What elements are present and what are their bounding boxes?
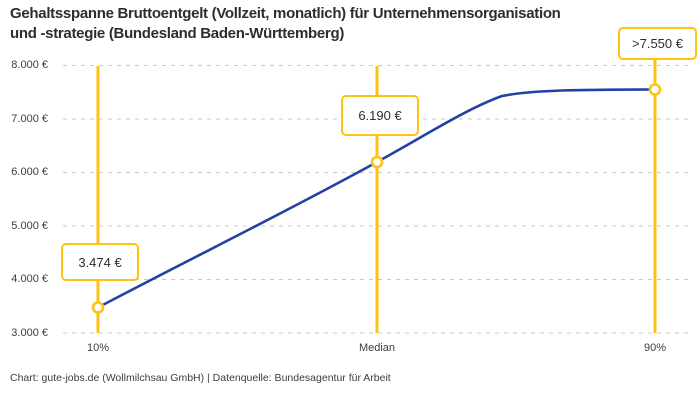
salary-curve [96,88,657,309]
x-tick-10pct: 10% [86,342,110,354]
data-point-10pct [91,301,105,314]
chart-source-attribution: Chart: gute-jobs.de (Wollmilchsau GmbH) … [10,372,391,384]
data-point-markers [91,83,662,314]
data-point-median [370,155,384,169]
y-tick-5000: 5.000 € [11,220,48,232]
data-point-90pct [648,83,662,96]
horizontal-gridlines [63,65,692,334]
y-tick-8000: 8.000 € [11,59,48,71]
value-callout-10pct: 3.474 € [61,243,139,281]
chart-title-line-2: und -strategie (Bundesland Baden-Württem… [10,24,345,42]
value-callout-median: 6.190 € [341,95,419,136]
x-tick-median: Median [358,342,396,354]
y-tick-7000: 7.000 € [11,113,48,125]
y-tick-4000: 4.000 € [11,273,48,285]
y-tick-6000: 6.000 € [11,166,48,178]
value-callout-90pct: >7.550 € [618,27,697,60]
chart-title-line-1: Gehaltsspanne Bruttoentgelt (Vollzeit, m… [10,5,561,22]
chart-title: Gehaltsspanne Bruttoentgelt (Vollzeit, m… [10,4,561,43]
x-tick-90pct: 90% [643,342,667,354]
y-tick-3000: 3.000 € [11,327,48,339]
